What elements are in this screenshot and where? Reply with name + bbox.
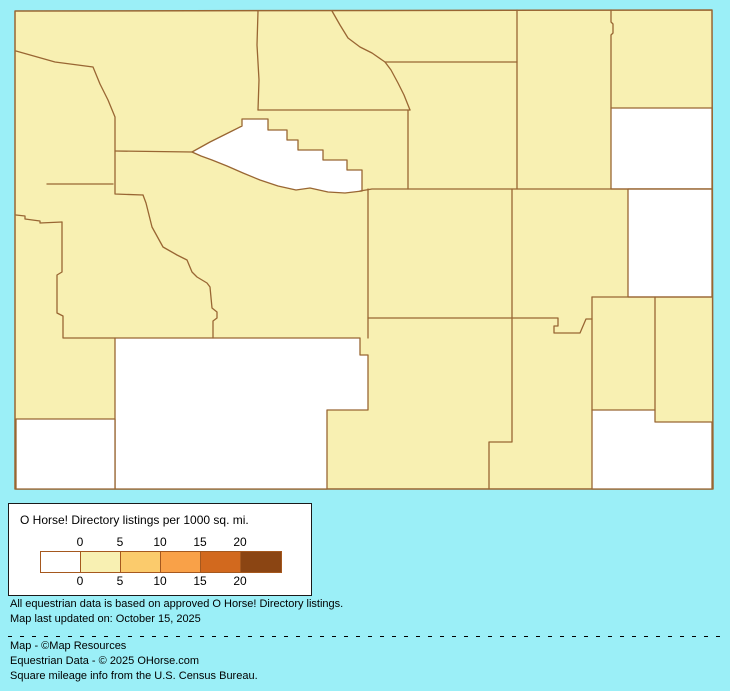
legend-swatch xyxy=(161,552,201,572)
county-borders xyxy=(15,9,713,490)
wyoming-county-map xyxy=(14,9,714,490)
credit-map-resources: Map - ©Map Resources xyxy=(10,640,127,652)
legend-title: O Horse! Directory listings per 1000 sq.… xyxy=(20,513,249,527)
legend-ticks-bottom: 0 5 10 15 20 xyxy=(40,574,282,588)
legend-tick: 5 xyxy=(116,574,124,588)
legend-tick: 20 xyxy=(233,535,247,549)
county-uinta[interactable] xyxy=(15,418,116,490)
legend-tick: 20 xyxy=(233,574,247,588)
legend-swatch xyxy=(41,552,81,572)
legend-tick: 15 xyxy=(193,574,207,588)
legend: O Horse! Directory listings per 1000 sq.… xyxy=(8,503,312,596)
legend-tick: 0 xyxy=(76,535,84,549)
county-hot-springs[interactable] xyxy=(191,118,363,194)
legend-tick: 10 xyxy=(153,574,167,588)
county-weston[interactable] xyxy=(610,107,713,190)
legend-swatch xyxy=(241,552,281,572)
legend-color-scale xyxy=(40,551,282,573)
legend-swatch xyxy=(81,552,121,572)
legend-swatch xyxy=(201,552,241,572)
county-niobrara[interactable] xyxy=(627,188,713,298)
note-data-source: All equestrian data is based on approved… xyxy=(10,598,344,610)
legend-ticks-top: 0 5 10 15 20 xyxy=(40,535,282,549)
legend-tick: 10 xyxy=(153,535,167,549)
credit-census: Square mileage info from the U.S. Census… xyxy=(10,670,258,682)
dashed-separator xyxy=(8,636,724,637)
legend-tick: 15 xyxy=(193,535,207,549)
legend-tick: 5 xyxy=(116,535,124,549)
county-laramie[interactable] xyxy=(591,409,713,490)
county-sweetwater[interactable] xyxy=(114,337,369,490)
credit-equestrian-data: Equestrian Data - © 2025 OHorse.com xyxy=(10,655,200,667)
note-last-updated: Map last updated on: October 15, 2025 xyxy=(10,613,201,625)
legend-swatch xyxy=(121,552,161,572)
legend-tick: 0 xyxy=(76,574,84,588)
